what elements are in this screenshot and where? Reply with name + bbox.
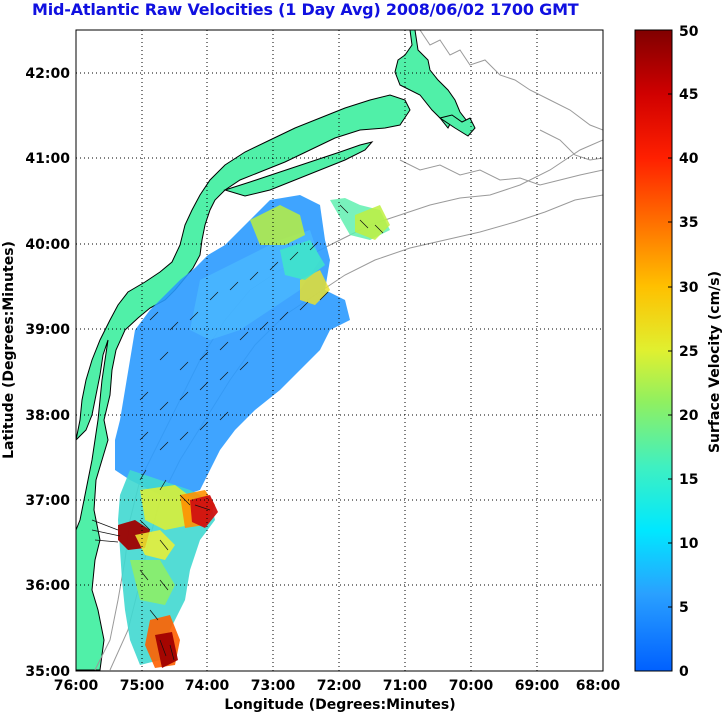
lat-tick: 39:00 [25, 322, 70, 338]
grid-lines [76, 30, 603, 671]
lon-tick-labels: 76:00 75:00 74:00 73:00 72:00 71:00 70:0… [54, 678, 621, 694]
lat-tick: 36:00 [25, 578, 70, 594]
lon-tick: 69:00 [515, 678, 560, 694]
colorbar-label: Surface Velocity (cm/s) [707, 271, 723, 453]
colorbar-tick: 25 [679, 344, 698, 360]
lat-tick: 37:00 [25, 493, 70, 509]
lon-tick: 70:00 [449, 678, 494, 694]
lon-tick: 68:00 [576, 678, 621, 694]
colorbar-tick: 40 [679, 151, 699, 167]
lon-tick: 76:00 [54, 678, 99, 694]
colorbar-tick-labels: 0 5 10 15 20 25 30 35 40 45 50 [679, 24, 699, 680]
colorbar-ticks [668, 93, 672, 608]
lon-tick: 75:00 [120, 678, 165, 694]
cape-cod [438, 114, 476, 137]
colorbar-tick: 35 [679, 215, 698, 231]
long-island [223, 141, 374, 197]
chesapeake-bay [76, 339, 109, 531]
lat-tick: 40:00 [25, 237, 70, 253]
y-axis-label: Latitude (Degrees:Minutes) [1, 241, 17, 459]
page-title: Mid-Atlantic Raw Velocities (1 Day Avg) … [32, 0, 579, 19]
lon-tick: 73:00 [251, 678, 296, 694]
lon-tick: 74:00 [185, 678, 230, 694]
lat-tick-labels: 42:00 41:00 40:00 39:00 38:00 37:00 36:0… [25, 66, 70, 680]
colorbar-tick: 10 [679, 536, 699, 552]
lon-tick: 71:00 [383, 678, 428, 694]
colorbar-tick: 0 [679, 664, 689, 680]
colorbar-tick: 30 [679, 280, 699, 296]
colorbar [634, 29, 673, 672]
lat-tick: 42:00 [25, 66, 70, 82]
lon-tick: 72:00 [317, 678, 362, 694]
colorbar-tick: 50 [679, 24, 699, 40]
colorbar-tick: 45 [679, 87, 698, 103]
x-axis-label: Longitude (Degrees:Minutes) [224, 697, 455, 713]
lat-tick: 38:00 [25, 408, 70, 424]
plot-frame [75, 29, 604, 672]
lat-tick: 41:00 [25, 151, 70, 167]
colorbar-tick: 5 [679, 600, 689, 616]
colorbar-tick: 15 [679, 472, 698, 488]
lat-tick: 35:00 [25, 664, 70, 680]
colorbar-tick: 20 [679, 408, 699, 424]
